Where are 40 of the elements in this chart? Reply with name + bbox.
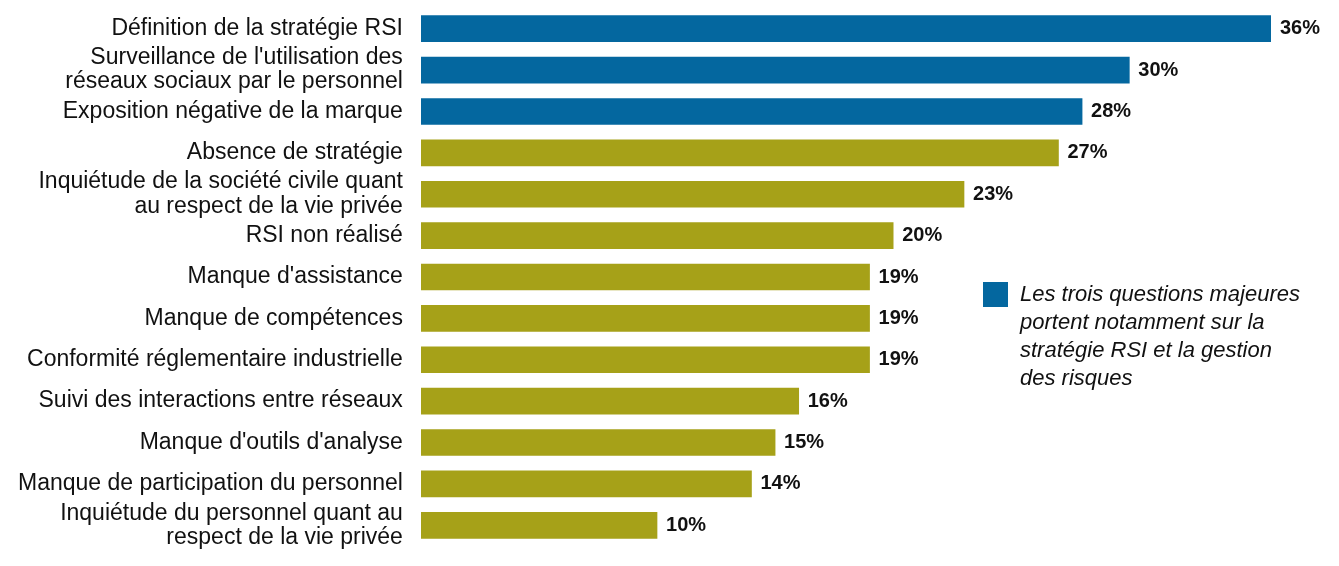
y-tick-label: Surveillance de l'utilisation des réseaux sociaux par le personnel <box>65 43 403 94</box>
data-label: 14% <box>760 471 801 494</box>
y-tick-label: Suivi des interactions entre réseaux <box>38 386 404 413</box>
legend-label: Les trois questions majeures portent notamment sur la stratégie RSI et la gestion des risques <box>1020 280 1302 392</box>
data-label: 30% <box>1138 57 1179 80</box>
data-label: 16% <box>807 388 848 411</box>
y-tick-label: Manque d'outils d'analyse <box>139 427 403 454</box>
y-tick-label: Exposition négative de la marque <box>62 96 403 123</box>
data-label: 15% <box>784 430 825 453</box>
y-tick-label: Absence de stratégie <box>186 138 403 165</box>
data-label: 23% <box>973 181 1014 204</box>
data-label: 27% <box>1067 140 1108 163</box>
y-tick-label: Manque de participation du personnel <box>17 469 403 496</box>
data-label: 10% <box>666 512 707 535</box>
data-label: 20% <box>902 223 943 246</box>
y-tick-label: Conformité réglementaire industrielle <box>27 345 403 372</box>
bar <box>420 222 894 249</box>
y-tick-label: Définition de la stratégie RSI <box>111 14 403 41</box>
bar <box>420 180 965 208</box>
data-label: 36% <box>1280 16 1321 39</box>
y-tick-label: Inquiétude du personnel quant au respect de la vie privée <box>60 498 403 549</box>
data-label: 19% <box>878 264 919 287</box>
bar <box>420 263 870 291</box>
bar <box>420 98 1083 125</box>
bar <box>420 511 658 539</box>
y-tick-label: Inquiétude de la société civile quant au respect de la vie privée <box>38 167 404 218</box>
data-label: 19% <box>878 305 919 328</box>
bar <box>420 305 870 332</box>
bar <box>420 139 1059 167</box>
data-label: 19% <box>878 347 919 370</box>
bar <box>420 346 870 374</box>
bar <box>420 429 776 456</box>
bar <box>420 56 1130 84</box>
bar <box>420 15 1271 43</box>
bar <box>420 470 752 498</box>
bar <box>420 387 800 415</box>
data-label: 28% <box>1091 98 1132 121</box>
y-tick-label: RSI non réalisé <box>245 220 403 247</box>
y-tick-label: Manque de compétences <box>144 303 403 330</box>
y-tick-label: Manque d'assistance <box>187 262 403 289</box>
